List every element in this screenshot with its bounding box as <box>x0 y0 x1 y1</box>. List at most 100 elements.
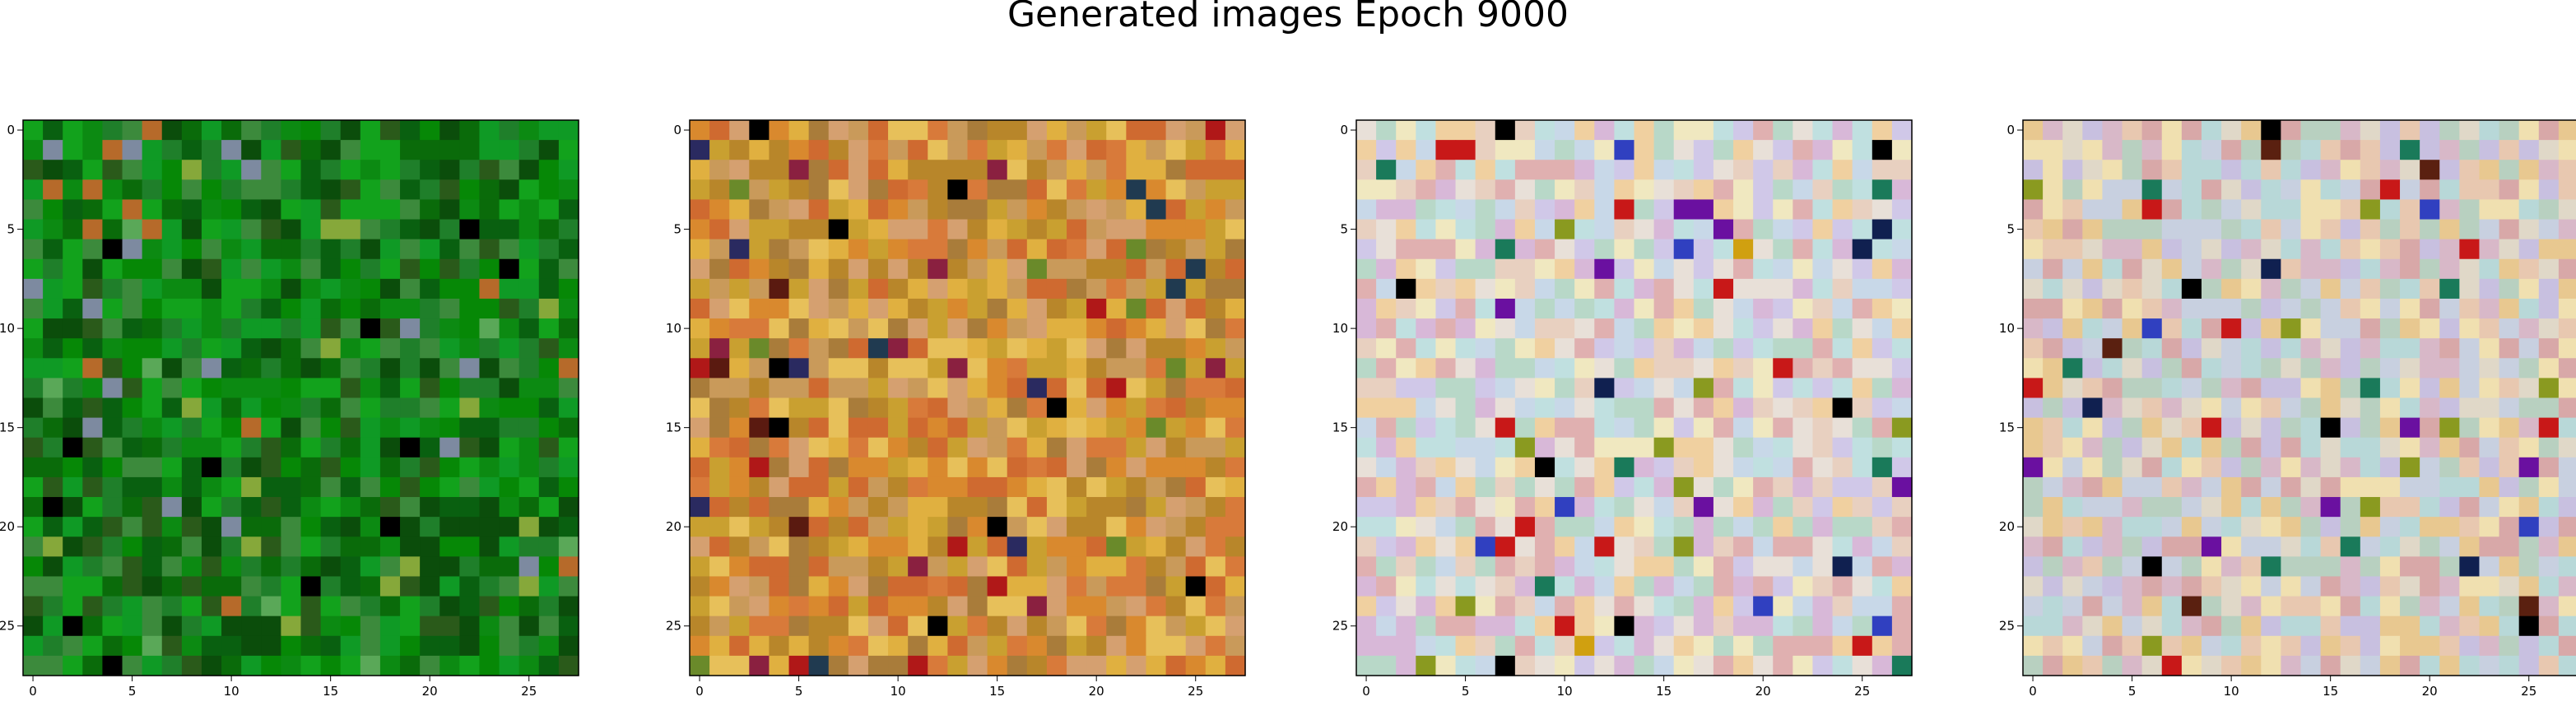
pixel-cell <box>2320 160 2341 180</box>
pixel-cell <box>43 338 63 359</box>
pixel-cell <box>518 120 540 141</box>
pixel-cell <box>2261 219 2281 240</box>
pixel-cell <box>1067 298 1087 319</box>
pixel-cell <box>1653 338 1675 359</box>
pixel-cell <box>2201 358 2222 379</box>
pixel-cell <box>2538 655 2560 676</box>
pixel-cell <box>1046 476 1067 498</box>
pixel-cell <box>749 615 770 637</box>
pixel-cell <box>360 437 381 458</box>
pixel-cell <box>23 120 44 141</box>
x-tick-label: 5 <box>2128 684 2137 699</box>
pixel-cell <box>261 258 281 280</box>
pixel-cell <box>518 417 540 439</box>
pixel-cell <box>82 556 104 578</box>
pixel-cell <box>967 457 988 478</box>
pixel-cell <box>947 318 969 339</box>
pixel-cell <box>1653 219 1675 240</box>
pixel-cell <box>2082 140 2104 160</box>
pixel-cell <box>1225 536 1246 557</box>
pixel-cell <box>2241 219 2262 240</box>
pixel-cell <box>2221 497 2242 518</box>
pixel-cell <box>2459 417 2481 439</box>
pixel-cell <box>221 179 242 201</box>
pixel-cell <box>888 635 909 657</box>
pixel-cell <box>2082 397 2104 419</box>
pixel-cell <box>2400 497 2420 518</box>
pixel-cell <box>2241 358 2262 379</box>
pixel-cell <box>987 120 1008 141</box>
pixel-cell <box>1852 140 1873 160</box>
pixel-cell <box>2439 199 2460 221</box>
pixel-cell <box>709 437 730 458</box>
pixel-cell <box>987 219 1008 240</box>
pixel-cell <box>558 556 579 578</box>
pixel-cell <box>749 556 770 578</box>
pixel-cell <box>1872 655 1893 676</box>
pixel-cell <box>1435 358 1457 379</box>
pixel-cell <box>1146 199 1167 221</box>
pixel-cell <box>261 358 281 379</box>
pixel-cell <box>1653 278 1675 300</box>
pixel-cell <box>1495 655 1516 676</box>
pixel-cell <box>360 378 381 399</box>
pixel-cell <box>2181 199 2202 221</box>
pixel-cell <box>340 378 361 399</box>
pixel-cell <box>1396 199 1416 221</box>
pixel-cell <box>1514 655 1536 676</box>
pixel-cell <box>848 120 869 141</box>
pixel-cell <box>908 338 928 359</box>
pixel-cell <box>769 556 790 578</box>
pixel-cell <box>102 497 123 518</box>
pixel-cell <box>2181 397 2202 419</box>
pixel-cell <box>122 358 143 379</box>
pixel-cell <box>1106 318 1127 339</box>
pixel-cell <box>181 655 202 676</box>
pixel-cell <box>1146 219 1167 240</box>
pixel-cell <box>538 615 560 637</box>
pixel-cell <box>2023 239 2044 260</box>
pixel-cell <box>2062 358 2083 379</box>
pixel-cell <box>2181 457 2202 478</box>
pixel-cell <box>2102 417 2123 439</box>
pixel-cell <box>281 476 302 498</box>
pixel-cell <box>1126 179 1147 201</box>
pixel-cell <box>2082 160 2104 180</box>
pixel-cell <box>2400 278 2420 300</box>
pixel-cell <box>1891 576 1913 597</box>
pixel-cell <box>2102 298 2123 319</box>
pixel-cell <box>2558 358 2576 379</box>
pixel-cell <box>400 417 421 439</box>
pixel-cell <box>1007 278 1028 300</box>
pixel-cell <box>2300 576 2322 597</box>
pixel-cell <box>1205 635 1226 657</box>
pixel-cell <box>788 378 810 399</box>
pixel-cell <box>2261 497 2281 518</box>
pixel-cell <box>63 655 83 676</box>
pixel-cell <box>2439 635 2460 657</box>
pixel-cell <box>300 120 322 141</box>
pixel-cell <box>181 437 202 458</box>
pixel-cell <box>1205 179 1226 201</box>
pixel-cell <box>828 417 849 439</box>
pixel-cell <box>320 517 342 537</box>
pixel-cell <box>2518 576 2540 597</box>
pixel-cell <box>1812 140 1834 160</box>
pixel-cell <box>808 596 830 617</box>
pixel-cell <box>1356 298 1377 319</box>
pixel-cell <box>2043 120 2063 141</box>
pixel-cell <box>1812 338 1834 359</box>
pixel-cell <box>340 457 361 478</box>
pixel-cell <box>1832 556 1853 578</box>
pixel-cell <box>1872 476 1893 498</box>
pixel-cell <box>320 497 342 518</box>
pixel-cell <box>2300 239 2322 260</box>
pixel-cell <box>1435 140 1457 160</box>
pixel-cell <box>749 437 770 458</box>
pixel-cell <box>201 358 222 379</box>
pixel-cell <box>1773 417 1793 439</box>
pixel-cell <box>181 239 202 260</box>
pixel-cell <box>281 635 302 657</box>
pixel-cell <box>2379 536 2401 557</box>
pixel-cell <box>1634 120 1655 141</box>
